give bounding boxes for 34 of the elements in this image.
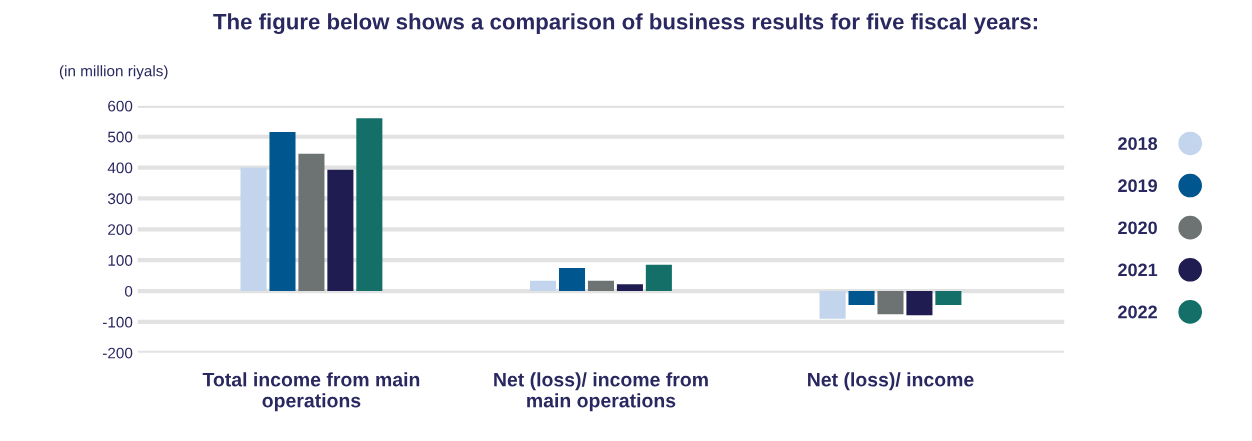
bar [327, 169, 354, 292]
legend-label: 2021 [1118, 263, 1158, 277]
y-tick-label: -200 [102, 347, 133, 359]
legend-label: 2018 [1118, 137, 1158, 150]
bar [848, 291, 875, 305]
bar [298, 153, 325, 292]
bar [906, 291, 933, 316]
bar [645, 264, 672, 292]
bar [269, 132, 296, 292]
bar [616, 284, 643, 292]
y-tick-label: 600 [108, 100, 133, 112]
x-tick-label: Net (loss)/ income from main operations [494, 372, 708, 412]
bar [587, 280, 614, 292]
y-axis-title: (in million riyals) [59, 65, 168, 80]
y-tick-label: 500 [107, 131, 133, 143]
y-tick-label: 400 [107, 162, 133, 174]
bar [356, 118, 383, 292]
y-tick-label: 0 [124, 285, 133, 297]
legend-label: 2022 [1118, 305, 1157, 319]
y-tick-label: 300 [107, 193, 133, 205]
bar [240, 167, 267, 292]
y-tick-label: 100 [108, 255, 133, 266]
bar [819, 291, 846, 319]
x-tick-label: Net (loss)/ income [808, 372, 974, 391]
bar [935, 291, 962, 305]
x-tick-label: Total income from main operations [202, 372, 420, 412]
y-tick-label: 200 [108, 224, 133, 236]
legend-label: 2020 [1118, 221, 1157, 235]
chart-title: The figure below shows a comparison of business results for five fiscal years: [213, 13, 1037, 35]
bar [877, 291, 904, 315]
legend-label: 2019 [1118, 179, 1158, 193]
bar [558, 267, 586, 292]
y-tick-label: -100 [102, 316, 133, 328]
bar [530, 280, 557, 292]
